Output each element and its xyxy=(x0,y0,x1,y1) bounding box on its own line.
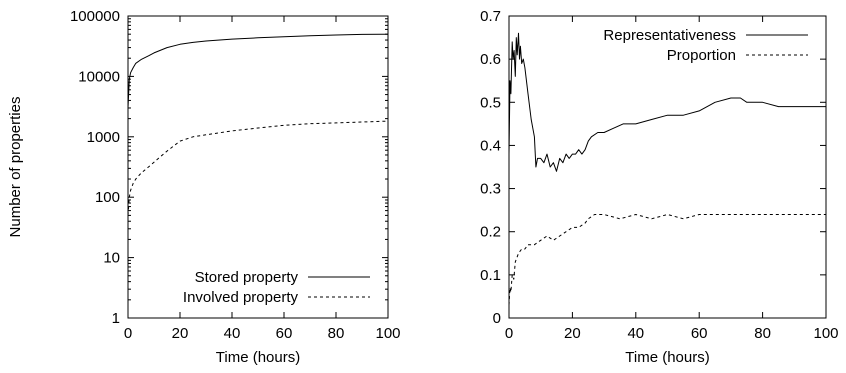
left-x-tick-label: 60 xyxy=(276,325,293,342)
left-y-tick-label: 10 xyxy=(103,250,120,267)
right-y-tick-label: 0.3 xyxy=(480,181,501,198)
right-plot-frame xyxy=(508,15,827,319)
right-series-0-line xyxy=(508,32,826,172)
right-legend-label-0: Representativeness xyxy=(603,27,736,44)
right-x-tick-label: 100 xyxy=(813,325,838,342)
right-y-tick-label: 0 xyxy=(493,310,501,327)
right-series-1-line xyxy=(508,214,826,306)
right-y-tick-label: 0.4 xyxy=(480,137,501,154)
left-y-tick-label: 1 xyxy=(112,310,120,327)
right-y-tick-label: 0.7 xyxy=(480,8,501,25)
left-y-tick-label: 10000 xyxy=(78,68,120,85)
right-x-tick-label: 40 xyxy=(627,325,644,342)
left-x-tick-label: 0 xyxy=(124,325,132,342)
left-plot-frame xyxy=(127,15,389,319)
right-y-tick-label: 0.2 xyxy=(480,224,501,241)
left-x-tick-label: 20 xyxy=(172,325,189,342)
left-chart-panel: 0 20 40 60 80 100 1 10 100 1000 10000 100000 Time (h… xyxy=(7,8,401,366)
left-x-tick-label: 80 xyxy=(328,325,345,342)
right-y-tick-label: 0.1 xyxy=(480,267,501,284)
left-x-axis-label: Time (hours) xyxy=(216,349,300,366)
right-chart-panel: 0 20 40 60 80 100 0 0.1 0.2 0.3 0.4 0.5 0.6 0.7 Time (… xyxy=(480,8,838,366)
right-x-tick-label: 0 xyxy=(505,325,513,342)
right-x-axis-label: Time (hours) xyxy=(625,349,709,366)
left-legend-label-1: Involved property xyxy=(183,289,299,306)
right-legend-label-1: Proportion xyxy=(667,47,736,64)
left-x-tick-label: 40 xyxy=(224,325,241,342)
right-y-tick-label: 0.5 xyxy=(480,94,501,111)
left-legend-label-0: Stored property xyxy=(195,269,299,286)
right-y-tick-label: 0.6 xyxy=(480,51,501,68)
left-series-0-line xyxy=(127,33,389,109)
right-x-tick-label: 80 xyxy=(754,325,771,342)
right-x-tick-label: 20 xyxy=(564,325,581,342)
left-x-tick-label: 100 xyxy=(375,325,400,342)
left-series-1-line xyxy=(127,120,389,216)
left-y-tick-label: 100000 xyxy=(70,8,120,25)
left-y-tick-label: 1000 xyxy=(87,129,120,146)
right-x-tick-label: 60 xyxy=(691,325,708,342)
left-y-tick-label: 100 xyxy=(95,189,120,206)
left-y-axis-label: Number of properties xyxy=(7,97,24,238)
